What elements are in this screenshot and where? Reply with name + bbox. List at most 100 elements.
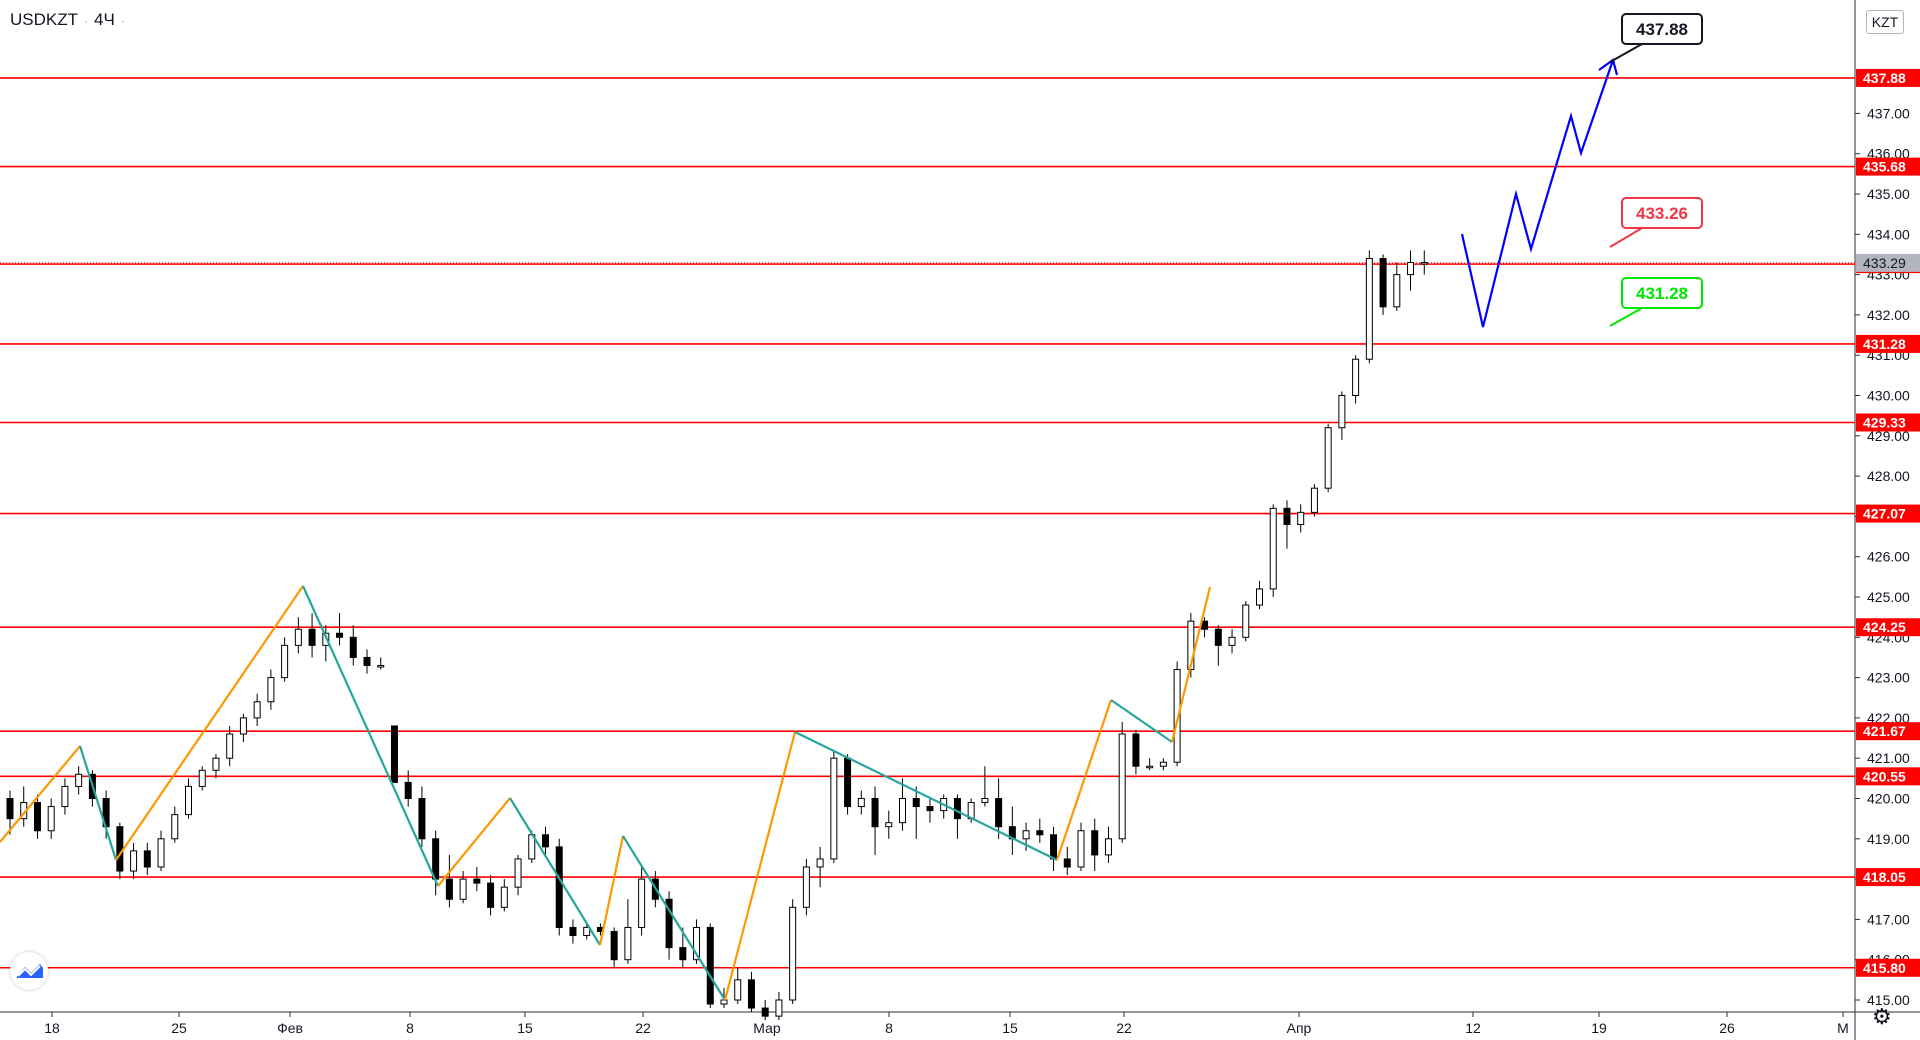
candle-body [198, 769, 206, 787]
candle-body [1159, 761, 1167, 767]
candle-body [624, 926, 632, 961]
candle-body [514, 858, 522, 888]
x-tick-label: 15 [517, 1020, 533, 1036]
candle-body [1201, 620, 1209, 630]
candle-body [432, 838, 440, 880]
callout-pointer [1609, 43, 1643, 63]
candle-body [1365, 257, 1373, 360]
candle-body [1173, 669, 1181, 763]
candle-body [1214, 628, 1222, 646]
candle-body [569, 926, 577, 937]
zigzag-down-line [78, 745, 118, 861]
y-tick-label: 421.00 [1867, 750, 1910, 766]
level-price-label: 421.67 [1863, 723, 1906, 739]
candle-body [1132, 733, 1140, 767]
candle-body [1063, 858, 1071, 868]
candle-body [1352, 358, 1360, 397]
x-tick-label: Мар [753, 1020, 781, 1036]
level-price-tag [1856, 958, 1920, 977]
x-tick-label: Фев [277, 1020, 303, 1036]
level-price-label: 418.05 [1863, 869, 1906, 885]
y-tick-label: 432.00 [1867, 307, 1910, 323]
candle-body [226, 733, 234, 759]
candle-body [665, 898, 673, 949]
candle-body [1379, 257, 1387, 308]
zigzag-up-line [0, 745, 81, 843]
candle-body [734, 979, 742, 1001]
zigzag-up-line [1170, 586, 1212, 743]
x-tick-label: 22 [1116, 1020, 1132, 1036]
candle-body [816, 858, 824, 868]
candle-body [143, 850, 151, 868]
candle-body [500, 886, 508, 908]
candle-body [844, 757, 852, 808]
zigzag-up-line [598, 835, 625, 946]
candle-body [1297, 511, 1305, 525]
currency-label[interactable]: KZT [1866, 10, 1904, 34]
candle-body [47, 806, 55, 832]
y-tick-label: 422.00 [1867, 710, 1910, 726]
level-price-label: 431.28 [1863, 336, 1906, 352]
y-tick-label: 415.00 [1867, 992, 1910, 1008]
candle-body [995, 798, 1003, 828]
candle-body [926, 806, 934, 812]
candle-body [239, 717, 247, 735]
level-price-tag [1856, 618, 1920, 637]
level-price-label: 437.88 [1863, 70, 1906, 86]
callout-box [1621, 13, 1703, 45]
y-tick-label: 428.00 [1867, 468, 1910, 484]
candle-body [1393, 274, 1401, 308]
candle-body [61, 785, 69, 808]
x-tick-label: 15 [1002, 1020, 1018, 1036]
candle-body [638, 878, 646, 928]
candle-body [473, 878, 481, 884]
x-tick-label: 26 [1719, 1020, 1735, 1036]
zigzag-up-line [115, 585, 304, 861]
candle-body [212, 757, 220, 771]
y-tick-label: 419.00 [1867, 831, 1910, 847]
y-tick-label: 434.00 [1867, 226, 1910, 242]
candle-body [953, 798, 961, 820]
tradingview-logo-icon[interactable] [10, 952, 48, 990]
zigzag-up-line [437, 797, 511, 887]
y-tick-label: 420.00 [1867, 791, 1910, 807]
projection-path [1460, 59, 1615, 328]
level-price-label: 435.68 [1863, 159, 1906, 175]
x-tick-label: 25 [171, 1020, 187, 1036]
x-tick-label: 18 [44, 1020, 60, 1036]
gear-icon[interactable]: ⚙ [1872, 1004, 1892, 1029]
candle-body [720, 999, 728, 1005]
candle-body [761, 1007, 769, 1017]
zigzag-down-line [1110, 699, 1173, 743]
level-price-tag [1856, 868, 1920, 887]
candle-body [33, 802, 41, 832]
candle-body [418, 798, 426, 840]
candle-body [445, 878, 453, 900]
interval-label[interactable]: 4Ч [94, 10, 115, 29]
level-price-label: 415.80 [1863, 960, 1906, 976]
x-tick-label: 19 [1591, 1020, 1607, 1036]
y-tick-label: 423.00 [1867, 670, 1910, 686]
zigzag-down-line [794, 731, 1058, 861]
callout-label: 431.28 [1636, 284, 1688, 303]
candle-body [857, 798, 865, 808]
level-price-label: 420.55 [1863, 768, 1906, 784]
level-price-label: 427.07 [1863, 506, 1906, 522]
zigzag-up-line [723, 731, 797, 1001]
candle-body [487, 882, 495, 908]
candle-body [404, 781, 412, 800]
candle-body [363, 656, 371, 667]
zigzag-down-line [509, 797, 601, 946]
last-price-label: 433.29 [1863, 255, 1906, 271]
candle-body [1283, 507, 1291, 525]
y-tick-label: 430.00 [1867, 388, 1910, 404]
candle-body [1338, 395, 1346, 429]
candle-body [1022, 830, 1030, 840]
candle-body [610, 930, 618, 961]
candle-body [542, 834, 549, 848]
symbol-title[interactable]: USDKZT · 4Ч · [10, 10, 125, 30]
candle-body [6, 798, 14, 820]
candle-body [1036, 830, 1044, 836]
